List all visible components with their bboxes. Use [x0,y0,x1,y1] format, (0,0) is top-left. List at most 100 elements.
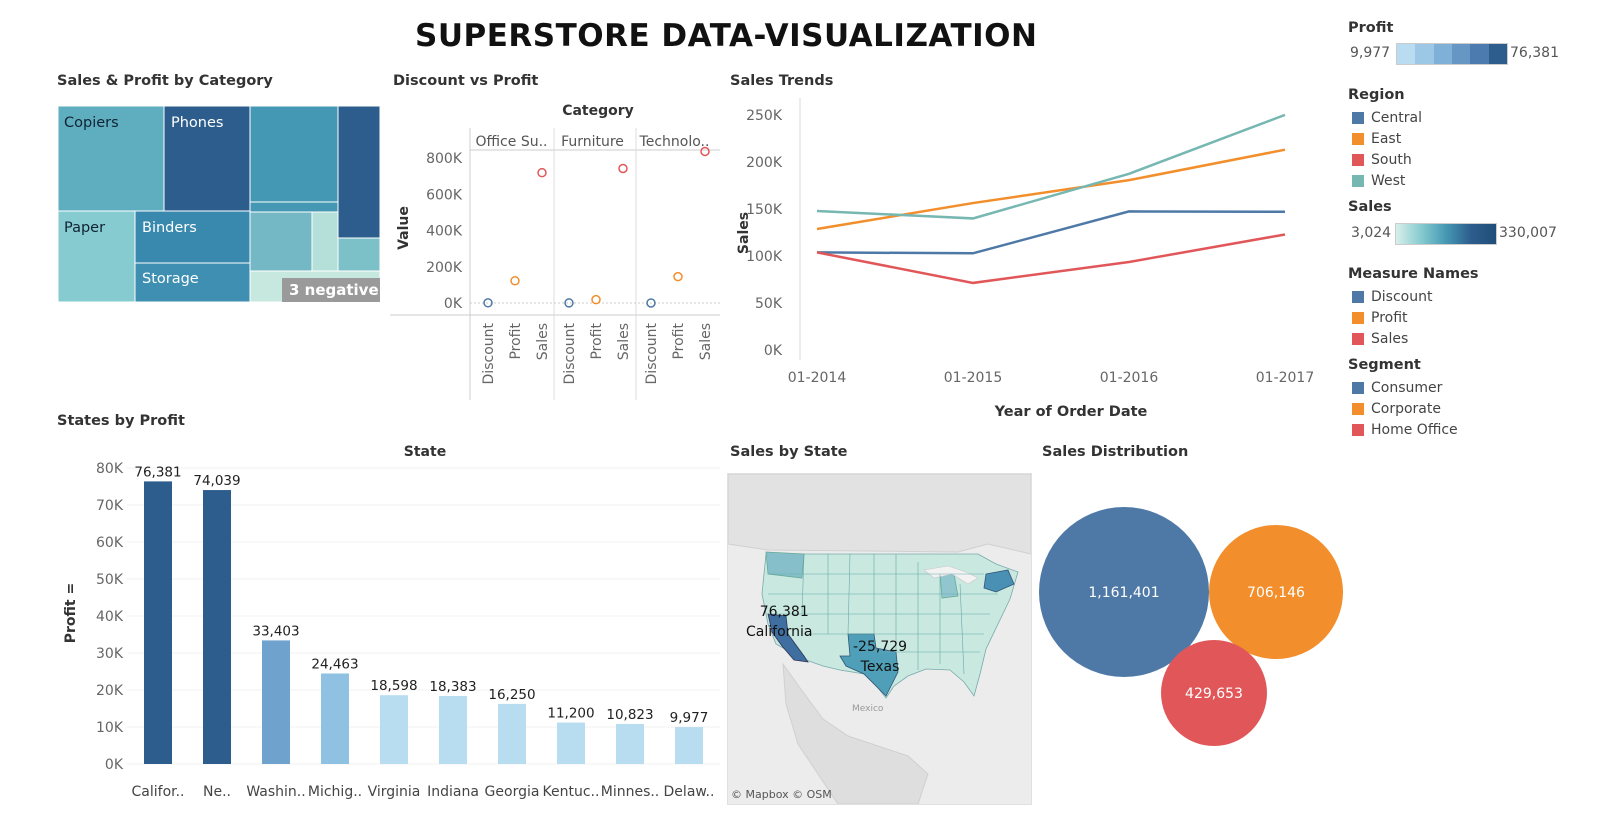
swatch-corporate [1352,403,1364,415]
legend-measure-profit[interactable]: Profit [1352,310,1408,326]
legend-segment-home-office-label: Home Office [1371,422,1458,438]
swatch-south [1352,154,1364,166]
state-xtick: Georgia [485,784,540,800]
legend-region-south-label: South [1371,152,1412,168]
map-land-mexico [782,662,929,804]
states-title: States by Profit [57,413,185,429]
states-profit-chart[interactable]: State Profit = 80K 70K 60K 50K 40K 30K 20K 10K 0… [55,440,720,810]
legend-segment-consumer[interactable]: Consumer [1352,380,1442,396]
legend-sales-max: 330,007 [1499,225,1557,241]
scatter-group-header: Office Su.. [476,134,548,150]
state-xtick: Delaw.. [664,784,715,800]
state-bar[interactable] [321,673,349,764]
trend-line-central[interactable] [816,210,1286,255]
legend-region-south[interactable]: South [1352,152,1412,168]
scatter-point-profit[interactable] [510,276,520,286]
tile-machines [337,237,380,272]
states-ytick: 50K [96,572,124,588]
legend-profit-ramp [1396,43,1508,65]
state-bar[interactable] [144,481,172,764]
state-bar[interactable] [616,723,644,764]
map-lakes [923,565,979,585]
legend-profit-max: 76,381 [1510,45,1559,61]
state-bar-value: 9,977 [670,710,709,726]
state-xtick: Michig.. [308,784,362,800]
state-bar[interactable] [439,695,467,764]
scatter-measure-tick: Profit [508,323,524,360]
sales-distribution-chart[interactable]: 1,161,401 706,146 429,653 [1030,470,1350,760]
states-ytick: 60K [96,535,124,551]
legend-segment-home-office[interactable]: Home Office [1352,422,1458,438]
map-state-borders [768,553,998,675]
tile-paper [58,210,136,302]
scatter-point-profit[interactable] [591,294,601,305]
scatter-point-sales[interactable] [537,167,547,178]
legend-segment-title: Segment [1348,357,1421,373]
state-bar[interactable] [203,490,231,764]
bubble-corporate[interactable] [1209,525,1343,659]
scatter-measure-tick: Discount [644,322,660,384]
state-bar[interactable] [262,640,290,764]
treemap-chart[interactable]: Copiers Phones Paper Binders Storage 3 n… [58,106,380,302]
label-paper: Paper [64,220,105,236]
state-xtick: Minnes.. [601,784,660,800]
scatter-point-discount[interactable] [483,298,493,308]
map-state-washington [765,551,805,579]
map-state-california [767,613,809,663]
sales-map[interactable]: Mexico 76,381 California -25,729 Texas ©… [727,473,1032,805]
tile-phones [163,106,251,212]
scatter-point-sales[interactable] [618,163,628,174]
scatter-point-profit[interactable] [673,271,683,282]
legend-region-east[interactable]: East [1352,131,1401,147]
state-xtick: Virginia [368,784,421,800]
states-ytick: 0K [105,757,124,773]
bubble-consumer[interactable] [1039,507,1209,677]
bubble-home-office[interactable] [1161,640,1267,746]
state-bar[interactable] [675,727,703,764]
trend-line-south[interactable] [816,233,1286,285]
state-bar-value: 16,250 [488,687,535,703]
state-xtick: Kentuc.. [543,784,600,800]
tile-accessories [249,211,313,272]
trend-line-west[interactable] [816,113,1286,220]
legend-measure-sales[interactable]: Sales [1352,331,1408,347]
distribution-title: Sales Distribution [1042,444,1189,460]
legend-sales-title: Sales [1348,199,1392,215]
map-annotation-california: 76,381 California [746,602,812,642]
scatter-point-discount[interactable] [564,298,574,308]
scatter-group-header: Furniture [561,134,624,150]
swatch-profit [1352,312,1364,324]
map-state-newyork [983,569,1015,593]
scatter-measure-tick: Sales [535,323,551,360]
trend-ytick: 250K [746,108,783,124]
map-tx-label: Texas [860,659,900,675]
legend-region-central[interactable]: Central [1352,110,1422,126]
legend-measure-discount[interactable]: Discount [1352,289,1432,305]
swatch-consumer [1352,382,1364,394]
scatter-point-sales[interactable] [700,146,710,157]
negative-badge: 3 negative [289,281,379,299]
state-bar-value: 18,598 [370,678,417,694]
trend-line-east[interactable] [816,148,1286,231]
dashboard-title: SUPERSTORE DATA-VISUALIZATION [415,18,1038,54]
state-bar[interactable] [557,722,585,764]
trend-xtick: 01-2017 [1256,370,1315,386]
tile-tables [337,106,380,239]
treemap-title: Sales & Profit by Category [57,73,273,89]
map-ca-label: California [746,624,813,640]
negative-badge-bg [282,278,380,302]
trend-xtick: 01-2015 [944,370,1003,386]
states-ytick: 40K [96,609,124,625]
sales-trends-chart[interactable]: Sales Year of Order Date 250K 200K 150K 100… [730,98,1340,423]
label-storage: Storage [142,271,199,287]
states-ytick: 70K [96,498,124,514]
state-bar[interactable] [498,703,526,764]
tile-copiers [58,106,165,212]
discount-profit-chart[interactable]: Category Value 800K 600K 400K 200K 0K Office … [390,98,720,400]
legend-segment-corporate[interactable]: Corporate [1352,401,1441,417]
legend-sales-min: 3,024 [1351,225,1392,241]
legend-region-west[interactable]: West [1352,173,1405,189]
scatter-point-discount[interactable] [646,298,656,308]
state-bar[interactable] [380,695,408,764]
map-land-canada [728,474,1031,555]
